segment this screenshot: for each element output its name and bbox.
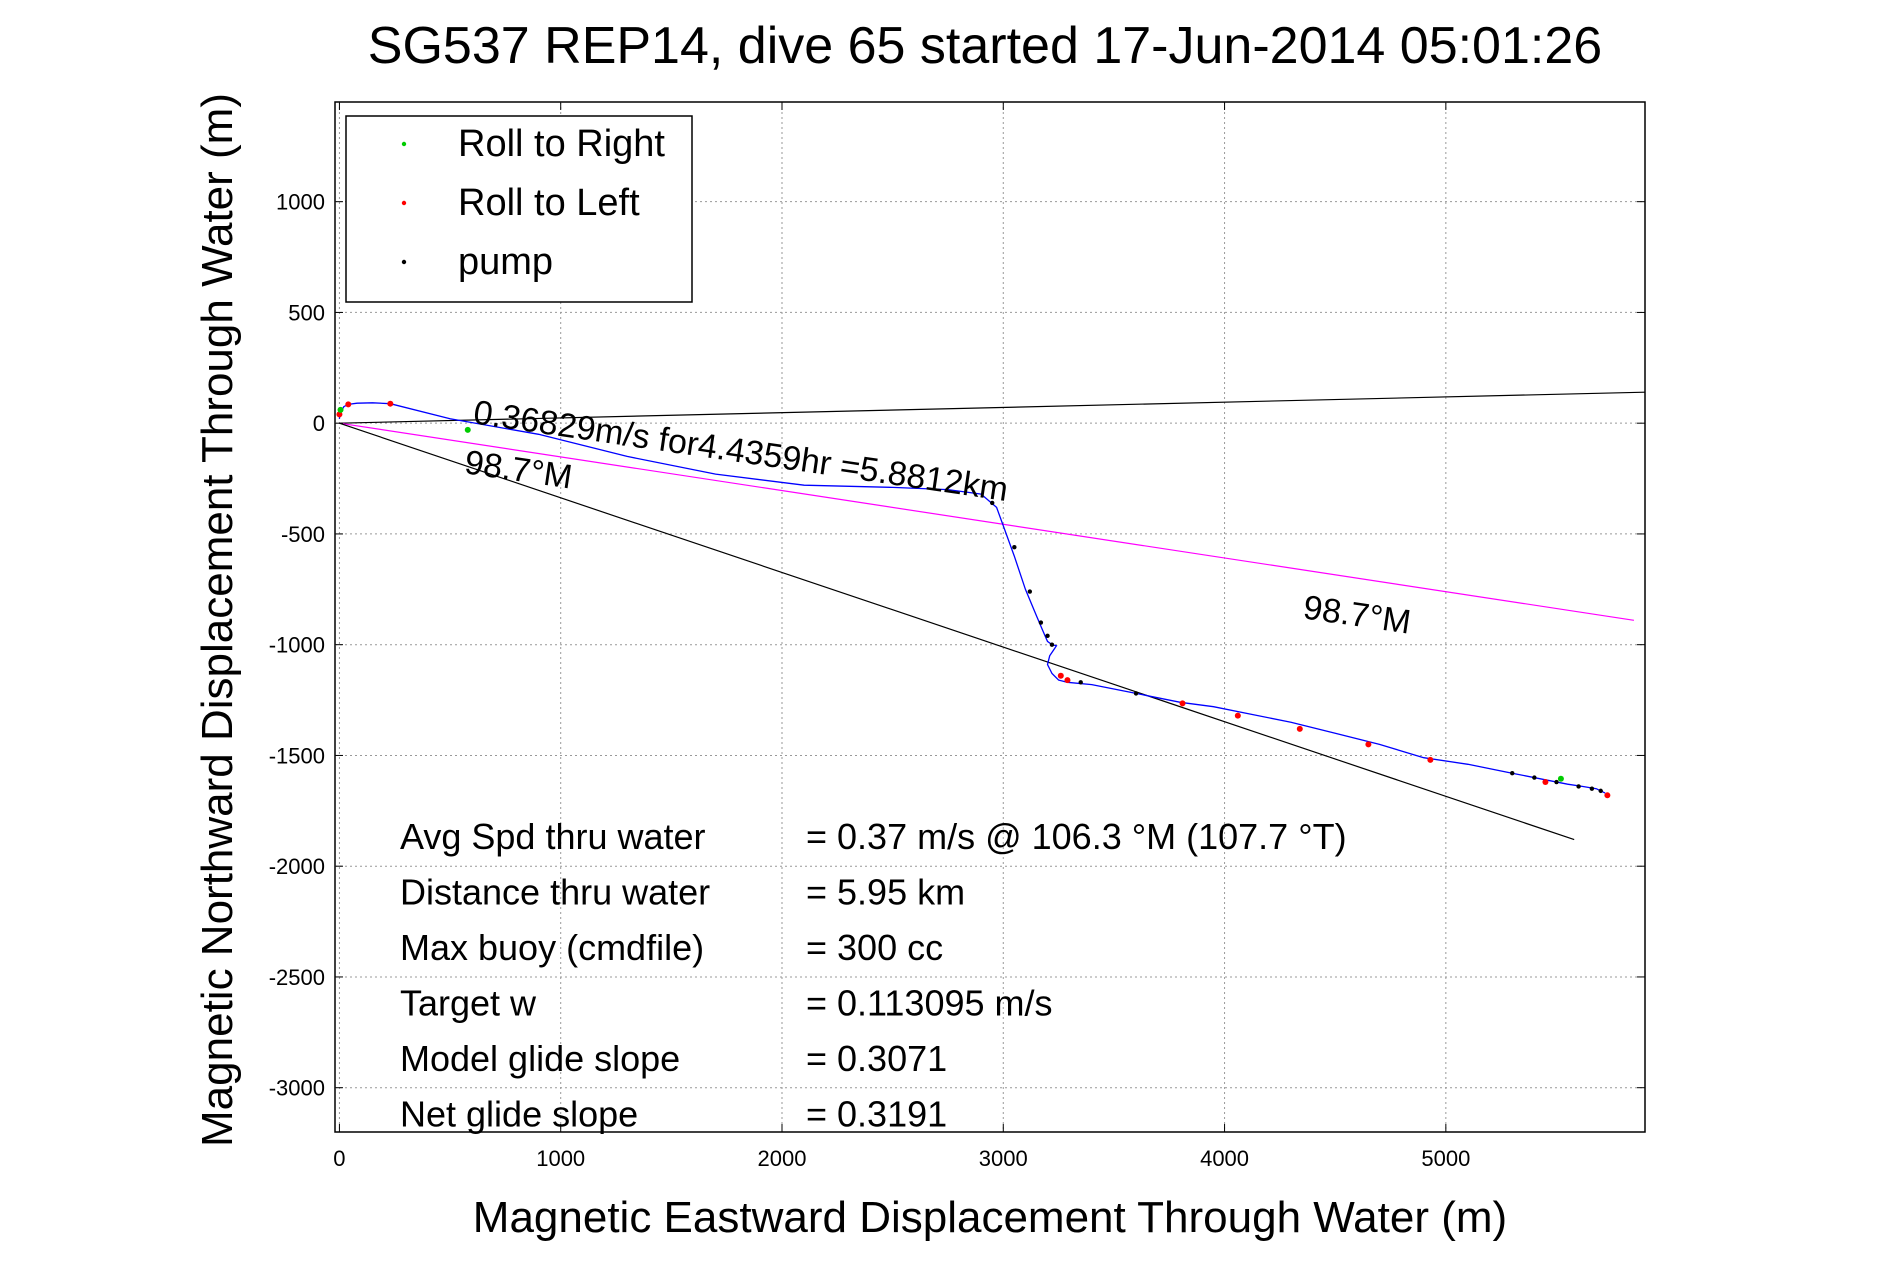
x-tick-label: 3000 xyxy=(979,1146,1028,1171)
y-axis-ticks: 1000 500 0 -500 -1000 -1500 -2000 -2500 -3000 xyxy=(269,190,1645,1101)
legend-marker xyxy=(401,200,407,206)
pump-marker xyxy=(1049,642,1055,647)
reference-line xyxy=(339,422,1635,621)
pump-marker xyxy=(1554,779,1559,785)
stat-label: Distance thru water xyxy=(400,872,710,913)
stats-block: Avg Spd thru water = 0.37 m/s @ 106.3 °M … xyxy=(400,816,1347,1135)
pump-marker xyxy=(1589,786,1595,791)
reference-line xyxy=(339,422,1575,841)
legend-label: Roll to Right xyxy=(458,123,665,165)
stat-value: = 5.95 km xyxy=(806,872,965,913)
stat-value: = 0.3071 xyxy=(806,1038,947,1079)
legend-label: pump xyxy=(458,241,553,283)
pump-marker xyxy=(1133,691,1139,696)
marker-layer xyxy=(336,400,1611,799)
y-tick-label: -2500 xyxy=(269,965,325,990)
y-tick-label: 500 xyxy=(288,300,325,325)
pump-marker xyxy=(1598,788,1603,794)
roll-left-marker xyxy=(1064,677,1071,684)
stat-value: = 0.113095 m/s xyxy=(806,983,1053,1024)
pump-marker xyxy=(1532,775,1537,780)
roll-left-marker xyxy=(1179,700,1186,707)
roll-left-marker xyxy=(1365,741,1372,748)
roll-right-marker xyxy=(464,426,471,433)
y-axis-label: Magnetic Northward Displacement Through … xyxy=(193,93,242,1147)
roll-left-marker xyxy=(1234,712,1241,719)
reference-lines xyxy=(339,391,1646,841)
stat-value: = 300 cc xyxy=(806,927,943,968)
grid xyxy=(335,102,1645,1132)
legend-label: Roll to Left xyxy=(458,182,640,224)
stat-label: Net glide slope xyxy=(400,1094,638,1135)
stat-value: = 0.3191 xyxy=(806,1094,947,1135)
y-tick-label: -1000 xyxy=(269,633,325,658)
pump-marker xyxy=(1576,784,1581,789)
stat-label: Model glide slope xyxy=(400,1038,680,1079)
roll-left-marker xyxy=(345,401,352,408)
roll-left-marker xyxy=(1296,725,1303,732)
roll-left-marker xyxy=(1542,779,1549,786)
pump-marker xyxy=(1027,589,1033,594)
roll-left-marker xyxy=(387,400,394,407)
x-tick-label: 1000 xyxy=(536,1146,585,1171)
y-tick-label: -500 xyxy=(281,522,325,547)
legend-marker xyxy=(401,141,407,147)
roll-left-marker xyxy=(1427,756,1434,763)
pump-marker xyxy=(1078,680,1083,685)
roll-right-marker xyxy=(337,406,344,413)
track-layer xyxy=(338,402,1606,794)
x-tick-label: 0 xyxy=(333,1146,345,1171)
stat-label: Max buoy (cmdfile) xyxy=(400,927,704,968)
y-tick-label: -1500 xyxy=(269,743,325,768)
pump-marker xyxy=(990,500,995,506)
y-tick-label: -3000 xyxy=(269,1076,325,1101)
roll-right-marker xyxy=(1557,775,1564,782)
track-line xyxy=(338,402,1606,794)
y-tick-label: 0 xyxy=(313,411,325,436)
pump-marker xyxy=(1038,620,1044,625)
roll-left-marker xyxy=(1604,792,1611,799)
stat-value: = 0.37 m/s @ 106.3 °M (107.7 °T) xyxy=(806,816,1347,857)
legend-marker xyxy=(401,259,407,265)
reference-line xyxy=(339,391,1646,424)
y-tick-label: -2000 xyxy=(269,854,325,879)
stat-label: Avg Spd thru water xyxy=(400,816,706,857)
legend: Roll to Right Roll to Left pump xyxy=(345,115,693,303)
x-axis-ticks: 0 1000 2000 3000 4000 5000 xyxy=(333,102,1470,1171)
x-tick-label: 4000 xyxy=(1200,1146,1249,1171)
x-tick-label: 5000 xyxy=(1421,1146,1470,1171)
roll-left-marker xyxy=(1057,672,1064,679)
stat-label: Target w xyxy=(400,983,537,1024)
x-tick-label: 2000 xyxy=(758,1146,807,1171)
y-tick-label: 1000 xyxy=(276,190,325,215)
pump-marker xyxy=(1045,633,1050,639)
pump-marker xyxy=(1510,770,1515,776)
chart-title: SG537 REP14, dive 65 started 17-Jun-2014… xyxy=(368,17,1602,75)
x-axis-label: Magnetic Eastward Displacement Through W… xyxy=(473,1193,1507,1242)
pump-marker xyxy=(1012,545,1017,550)
